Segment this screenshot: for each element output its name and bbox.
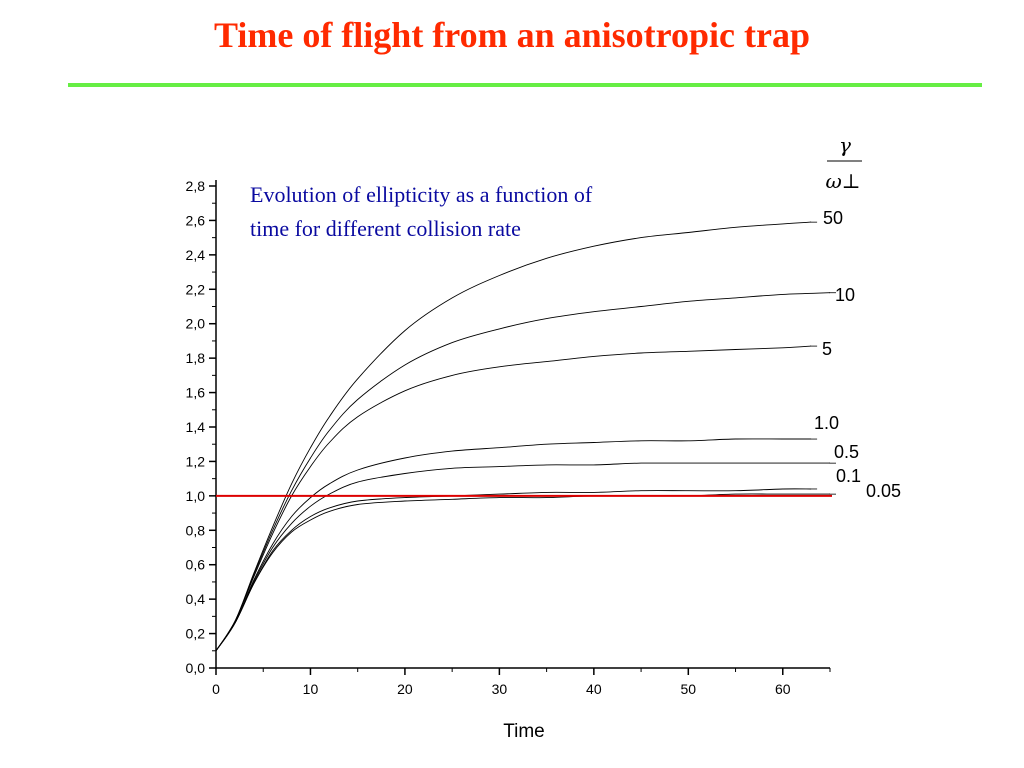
- chart-ticks: 0,0 0,2 0,4 0,6 0,8 1,0 1,2 1,4 1,6 1,8 2,0 2,2 2,4 2…: [186, 178, 831, 697]
- y-tick-label: 2,0: [186, 316, 206, 332]
- y-tick-label: 2,8: [186, 178, 206, 194]
- x-tick-label: 40: [586, 681, 602, 697]
- x-tick-label: 60: [775, 681, 791, 697]
- y-tick-label: 0,6: [186, 557, 206, 573]
- y-tick-label: 1,2: [186, 453, 206, 469]
- series-label: 50: [823, 208, 843, 228]
- series-labels: 50 10 5 1.0 0.5 0.10.05: [814, 208, 901, 501]
- series-label: 0.5: [834, 442, 859, 462]
- series-label: 0.05: [866, 481, 901, 501]
- y-tick-label: 1,8: [186, 350, 206, 366]
- series-label: 5: [822, 339, 832, 359]
- y-tick-label: 0,2: [186, 626, 206, 642]
- series-line-5: [215, 345, 812, 652]
- y-tick-label: 1,6: [186, 385, 206, 401]
- series-line-0_1: [215, 488, 812, 652]
- y-tick-label: 2,2: [186, 281, 206, 297]
- x-axis-title: Time: [503, 721, 545, 742]
- series-line-50: [215, 221, 812, 652]
- series-label: 0.1: [836, 466, 861, 486]
- series-label: 1.0: [814, 413, 839, 433]
- annotation-line-2: time for different collision rate: [250, 216, 521, 241]
- legend-title-numerator: γ: [839, 133, 851, 157]
- y-tick-label: 1,4: [186, 419, 206, 435]
- x-tick-label: 0: [212, 681, 220, 697]
- legend-title-denominator: ω⊥: [825, 169, 860, 193]
- y-tick-label: 0,8: [186, 522, 206, 538]
- y-tick-label: 2,4: [186, 247, 206, 263]
- series-lines: [215, 221, 836, 652]
- series-line-1_0: [215, 438, 812, 652]
- chart-axes: [215, 180, 830, 669]
- x-tick-label: 20: [397, 681, 413, 697]
- y-tick-label: 1,0: [186, 488, 206, 504]
- series-line-0_5: [215, 462, 830, 652]
- title-divider: [68, 83, 982, 87]
- y-tick-label: 0,4: [186, 591, 206, 607]
- y-tick-label: 0,0: [186, 660, 206, 676]
- annotation-line-1: Evolution of ellipticity as a function o…: [250, 182, 593, 207]
- series-label: 10: [835, 285, 855, 305]
- series-line-10: [215, 292, 831, 652]
- y-tick-label: 2,6: [186, 212, 206, 228]
- x-tick-label: 30: [492, 681, 508, 697]
- x-tick-label: 50: [681, 681, 697, 697]
- slide-title: Time of flight from an anisotropic trap: [214, 15, 810, 55]
- legend-title: γ ω⊥: [825, 133, 862, 193]
- x-tick-label: 10: [303, 681, 319, 697]
